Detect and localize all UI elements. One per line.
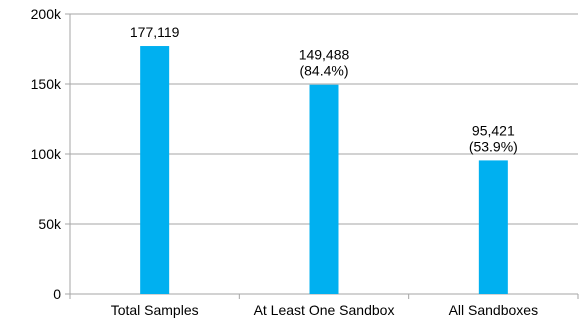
x-category-label: Total Samples bbox=[111, 302, 199, 318]
y-tick-label: 200k bbox=[31, 6, 62, 22]
x-category-label: At Least One Sandbox bbox=[254, 302, 395, 318]
bars bbox=[140, 46, 508, 294]
y-tick-label: 50k bbox=[38, 216, 62, 232]
data-label: (84.4%) bbox=[299, 63, 348, 79]
bar bbox=[478, 160, 508, 294]
y-tick-label: 100k bbox=[31, 146, 62, 162]
data-label: (53.9%) bbox=[469, 138, 518, 154]
data-label: 149,488 bbox=[299, 47, 350, 63]
bar bbox=[309, 84, 339, 294]
data-label: 177,119 bbox=[130, 24, 180, 40]
x-category-label: All Sandboxes bbox=[449, 302, 539, 318]
bar bbox=[140, 46, 170, 294]
data-label: 95,421 bbox=[472, 122, 515, 138]
y-tick-label: 0 bbox=[53, 286, 61, 302]
y-tick-label: 150k bbox=[31, 76, 62, 92]
labels: Total Samples 177,119 At Least One Sandbox… bbox=[111, 24, 538, 318]
